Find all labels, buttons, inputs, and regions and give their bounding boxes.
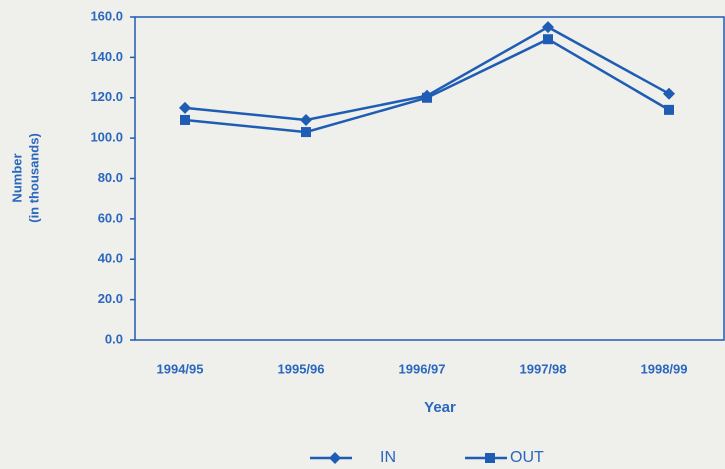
- data-point: [663, 87, 675, 100]
- y-tick-label: 20.0: [98, 291, 123, 306]
- y-axis-label: Number: [9, 153, 24, 202]
- x-axis-label: Year: [424, 399, 456, 416]
- y-tick-label: 60.0: [98, 210, 123, 225]
- data-point: [422, 92, 432, 103]
- legend-marker: [329, 452, 341, 464]
- y-tick-label: 120.0: [90, 89, 123, 104]
- data-point: [179, 101, 191, 114]
- data-point: [180, 114, 190, 125]
- data-point: [542, 21, 554, 34]
- x-tick-label: 1998/99: [641, 361, 688, 376]
- y-tick-label: 160.0: [90, 8, 123, 23]
- y-tick-label: 0.0: [105, 331, 123, 346]
- data-point: [301, 127, 311, 138]
- legend-marker: [485, 453, 495, 463]
- legend-label: IN: [380, 449, 396, 466]
- x-tick-label: 1994/95: [157, 361, 204, 376]
- x-tick-label: 1996/97: [399, 361, 446, 376]
- x-tick-label: 1997/98: [520, 361, 567, 376]
- x-tick-label: 1995/96: [278, 361, 325, 376]
- data-point: [664, 104, 674, 115]
- y-tick-label: 100.0: [90, 130, 123, 145]
- y-tick-label: 80.0: [98, 170, 123, 185]
- data-point: [543, 34, 553, 45]
- data-point: [300, 113, 312, 126]
- y-tick-label: 140.0: [90, 49, 123, 64]
- y-tick-label: 40.0: [98, 251, 123, 266]
- y-axis-label: (in thousands): [26, 133, 41, 223]
- legend-label: OUT: [510, 449, 544, 466]
